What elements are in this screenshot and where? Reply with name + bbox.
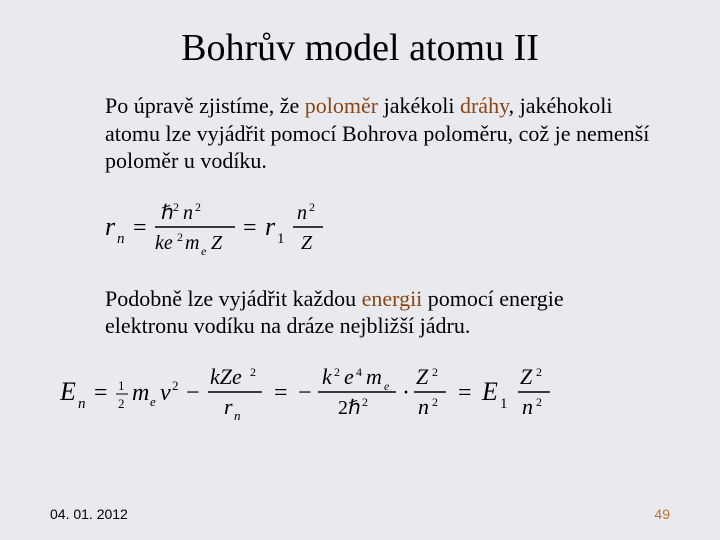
- formula-1-svg: r n = ℏ 2 n 2 ke 2 m e Z = r 1 n: [105, 195, 425, 261]
- svg-text:r: r: [105, 212, 116, 241]
- svg-text:Z: Z: [520, 364, 533, 389]
- svg-text:e: e: [344, 364, 354, 389]
- svg-text:kZe: kZe: [210, 364, 242, 389]
- svg-text:2: 2: [195, 200, 201, 214]
- svg-text:·: ·: [402, 380, 410, 406]
- svg-text:2: 2: [536, 365, 542, 379]
- svg-text:2: 2: [309, 200, 315, 214]
- p2-pre: Podobně lze vyjádřit každou: [105, 286, 362, 311]
- svg-text:=: =: [243, 215, 257, 241]
- svg-text:k: k: [322, 364, 333, 389]
- svg-text:1: 1: [118, 378, 125, 393]
- svg-text:E: E: [60, 377, 76, 406]
- svg-text:e: e: [150, 394, 156, 409]
- svg-text:2: 2: [172, 378, 179, 393]
- svg-text:r: r: [224, 394, 233, 419]
- svg-text:n: n: [418, 394, 429, 419]
- svg-text:1: 1: [277, 231, 285, 247]
- svg-text:2: 2: [536, 395, 542, 409]
- svg-text:m: m: [185, 232, 199, 254]
- svg-text:ℏ: ℏ: [161, 202, 174, 224]
- p1-highlight-1: poloměr: [305, 93, 378, 118]
- svg-text:Z: Z: [211, 232, 223, 254]
- svg-text:v: v: [160, 380, 171, 406]
- svg-text:−: −: [298, 380, 312, 406]
- footer-date: 04. 01. 2012: [50, 506, 128, 522]
- svg-text:m: m: [132, 380, 149, 406]
- svg-text:n: n: [117, 231, 125, 247]
- p2-highlight: energii: [362, 286, 423, 311]
- svg-text:2: 2: [334, 365, 340, 379]
- slide-title: Bohrův model atomu II: [50, 26, 670, 70]
- svg-text:=: =: [133, 215, 147, 241]
- svg-text:n: n: [78, 396, 86, 412]
- formula-2: E n = 1 2 m e v 2 − kZe 2 r n: [60, 358, 670, 428]
- svg-text:e: e: [384, 379, 390, 393]
- p1-mid1: jakékoli: [378, 93, 460, 118]
- svg-text:2ℏ: 2ℏ: [338, 397, 361, 419]
- footer-page-number: 49: [654, 506, 670, 522]
- formula-2-svg: E n = 1 2 m e v 2 − kZe 2 r n: [60, 358, 700, 428]
- svg-text:2: 2: [177, 230, 183, 244]
- svg-text:ke: ke: [155, 232, 173, 254]
- svg-text:e: e: [201, 244, 207, 258]
- svg-text:Z: Z: [301, 232, 313, 254]
- svg-text:=: =: [274, 380, 288, 406]
- svg-text:Z: Z: [416, 364, 429, 389]
- svg-text:2: 2: [362, 395, 368, 409]
- svg-text:2: 2: [118, 396, 125, 411]
- formula-1: r n = ℏ 2 n 2 ke 2 m e Z = r 1 n: [105, 195, 670, 261]
- svg-text:=: =: [458, 380, 472, 406]
- svg-text:4: 4: [356, 365, 362, 379]
- svg-text:2: 2: [432, 365, 438, 379]
- svg-text:m: m: [366, 364, 382, 389]
- svg-text:=: =: [94, 380, 108, 406]
- paragraph-2: Podobně lze vyjádřit každou energii pomo…: [105, 285, 650, 340]
- svg-text:E: E: [481, 377, 498, 406]
- svg-text:n: n: [522, 394, 533, 419]
- svg-text:n: n: [183, 202, 193, 224]
- svg-text:2: 2: [173, 200, 179, 214]
- p1-pre: Po úpravě zjistíme, že: [105, 93, 305, 118]
- slide: Bohrův model atomu II Po úpravě zjistíme…: [0, 0, 720, 540]
- svg-text:n: n: [234, 408, 241, 423]
- paragraph-1: Po úpravě zjistíme, že poloměr jakékoli …: [105, 92, 650, 175]
- svg-text:r: r: [265, 212, 276, 241]
- footer: 04. 01. 2012 49: [0, 506, 720, 522]
- svg-text:2: 2: [432, 395, 438, 409]
- p1-highlight-2: dráhy: [460, 93, 509, 118]
- svg-text:2: 2: [250, 365, 256, 379]
- svg-text:n: n: [297, 202, 307, 224]
- svg-text:1: 1: [500, 396, 508, 412]
- svg-text:−: −: [186, 380, 200, 406]
